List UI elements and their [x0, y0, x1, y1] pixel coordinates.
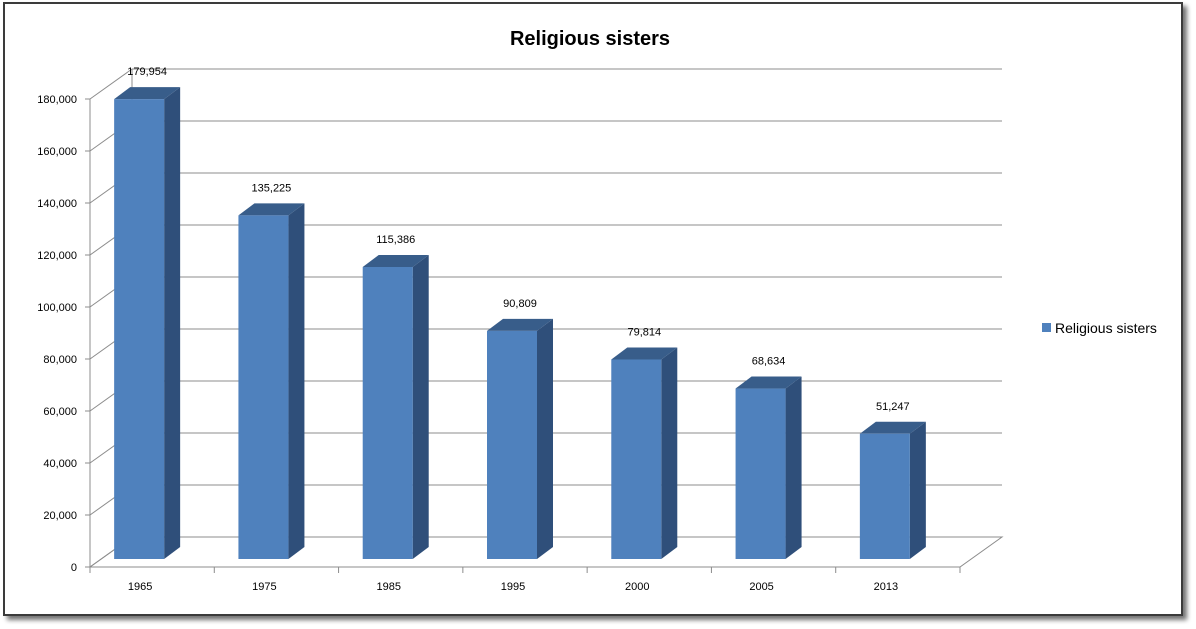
- chart-title: Religious sisters: [510, 28, 670, 50]
- bar-top: [362, 254, 429, 267]
- legend-label: Religious sisters: [1055, 320, 1157, 336]
- data-label: 179,954: [127, 66, 167, 78]
- data-label: 90,809: [503, 298, 537, 310]
- side-gridline: [89, 68, 133, 100]
- bar-side: [412, 254, 429, 559]
- x-tick-label: 1975: [252, 581, 276, 593]
- bar: [859, 433, 910, 559]
- data-label: 68,634: [752, 356, 786, 368]
- bar: [238, 215, 289, 560]
- x-tick-label: 2005: [749, 581, 773, 593]
- x-tick-label: 2013: [874, 581, 898, 593]
- data-label: 135,225: [252, 182, 292, 194]
- bar: [735, 388, 786, 559]
- data-label: 51,247: [876, 401, 910, 413]
- legend: Religious sisters: [1042, 320, 1157, 336]
- bar-side: [537, 318, 553, 559]
- y-tick-label: 100,000: [37, 302, 77, 314]
- bar-top: [859, 421, 926, 434]
- y-tick-label: 140,000: [37, 198, 77, 210]
- bar-top: [735, 376, 802, 389]
- plot-area: 0 20,000 40,000 60,000 80,000 100,000 120,000 1…: [37, 66, 1004, 593]
- bar: [114, 99, 165, 559]
- x-tick-label: 1995: [501, 581, 525, 593]
- bar: [611, 359, 662, 559]
- y-tick-label: 60,000: [43, 406, 77, 418]
- y-tick-label: 20,000: [43, 510, 77, 522]
- bar-side: [909, 421, 926, 559]
- chart-border: [3, 2, 1183, 616]
- data-label: 79,814: [627, 326, 661, 338]
- y-tick-label: 40,000: [43, 458, 77, 470]
- bar-side: [288, 203, 305, 560]
- x-tick-label: 1965: [128, 581, 152, 593]
- bar-side: [661, 347, 678, 559]
- bar-side: [164, 87, 181, 559]
- y-tick-label: 120,000: [37, 250, 77, 262]
- bar: [362, 266, 413, 559]
- legend-swatch: [1042, 323, 1051, 332]
- bar-top: [114, 87, 181, 100]
- bar-top: [238, 203, 305, 216]
- bar-side: [785, 376, 802, 559]
- y-tick-label: 0: [71, 562, 77, 574]
- x-tick-label: 1985: [376, 581, 400, 593]
- bar-top: [611, 347, 678, 360]
- x-tick-label: 2000: [625, 581, 649, 593]
- data-label: 115,386: [376, 234, 415, 246]
- bar: [487, 330, 537, 559]
- bar-top: [487, 318, 553, 331]
- y-tick-label: 180,000: [37, 94, 77, 106]
- y-tick-label: 80,000: [43, 354, 77, 366]
- y-tick-label: 160,000: [37, 146, 77, 158]
